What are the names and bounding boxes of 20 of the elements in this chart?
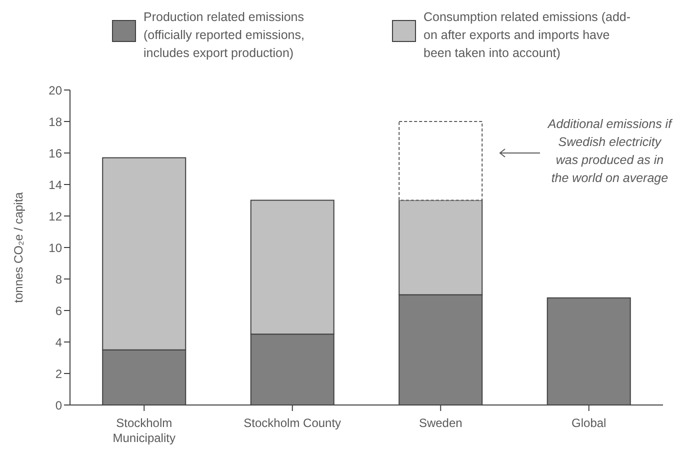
- y-tick-label: 14: [48, 178, 62, 192]
- x-tick-label: Sweden: [418, 416, 462, 430]
- y-tick-label: 16: [48, 146, 62, 160]
- y-axis-title: tonnes CO₂e / capita: [11, 192, 26, 303]
- y-tick-label: 18: [48, 114, 62, 129]
- y-tick-label: 10: [48, 240, 62, 255]
- annotation: Additional emissions if Swedish electricity was produced as in the world on average: [546, 116, 673, 187]
- y-tick-label: 4: [55, 335, 62, 350]
- y-tick-label: 8: [55, 272, 62, 286]
- x-tick-label: Global: [572, 416, 606, 430]
- y-tick-label: 20: [48, 83, 62, 98]
- legend-label: Production related emissions (officially reported emissions, includes export production): [144, 9, 306, 62]
- y-tick-label: 6: [55, 304, 62, 318]
- x-tick-label: Stockholm County: [244, 416, 342, 430]
- bar: [398, 121, 483, 201]
- x-tick-label: Stockholm Municipality: [112, 416, 176, 445]
- y-tick-label: 2: [55, 366, 62, 381]
- legend-label: Consumption related emissions (add-on after exports and imports have been taken into account): [424, 9, 632, 62]
- y-tick-label: 0: [55, 398, 62, 412]
- y-tick-label: 12: [48, 209, 62, 224]
